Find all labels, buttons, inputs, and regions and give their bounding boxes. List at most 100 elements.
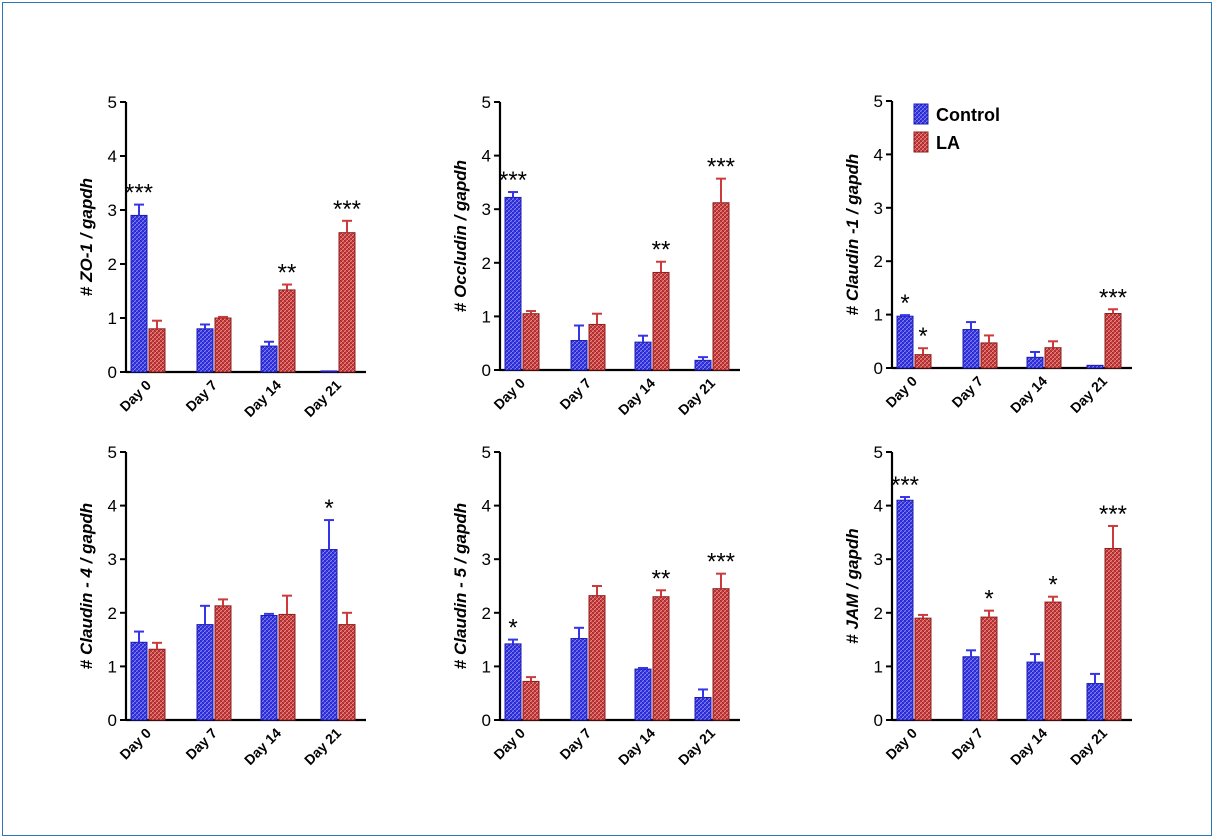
significance-marker: * <box>984 586 993 613</box>
bar-control <box>196 328 214 373</box>
y-axis-label-suffix: / gapdh <box>77 503 96 568</box>
y-tick-label: 0 <box>874 711 883 730</box>
y-axis-label-gene: Claudin - 4 <box>77 568 96 655</box>
y-tick-label: 5 <box>482 443 491 462</box>
y-tick-label: 0 <box>482 711 491 730</box>
legend: Control LA <box>913 103 1000 153</box>
x-tick-label: Day 7 <box>182 725 220 763</box>
x-tick-label: Day 0 <box>490 725 528 763</box>
y-axis-label: # Claudin -1 / gapdh <box>843 154 862 316</box>
y-tick-label: 2 <box>874 604 883 623</box>
significance-marker: ** <box>652 565 671 592</box>
y-tick-label: 5 <box>874 92 883 111</box>
y-tick-label: 4 <box>482 147 491 166</box>
chart-panel-3: 0 1 2 3 4 5 # Claudin - 4 / gapdh Day 0 Day 7 Day… <box>77 443 366 768</box>
x-tick-label: Day 21 <box>675 725 718 768</box>
y-tick-label: 3 <box>108 550 117 569</box>
y-tick-label: 2 <box>874 252 883 271</box>
significance-marker: *** <box>125 180 153 207</box>
bar-la <box>652 271 670 371</box>
significance-marker: *** <box>707 549 735 576</box>
significance-marker: *** <box>1099 501 1127 528</box>
bar-la <box>1044 601 1062 721</box>
x-tick-label: Day 14 <box>1007 725 1050 768</box>
bar-la <box>588 595 606 721</box>
y-axis-label: # ZO-1 / gapdh <box>77 178 96 296</box>
x-tick-label: Day 21 <box>675 375 718 418</box>
significance-marker: * <box>900 290 909 317</box>
y-tick-label: 4 <box>874 145 883 164</box>
y-tick-label: 0 <box>482 361 491 380</box>
significance-marker: ** <box>652 237 671 264</box>
y-axis-label: # Claudin - 4 / gapdh <box>77 503 96 669</box>
x-tick-label: Day 0 <box>116 725 154 763</box>
bar-control <box>130 641 148 721</box>
y-tick-label: 1 <box>874 657 883 676</box>
y-axis-label: # Claudin - 5 / gapdh <box>451 503 470 669</box>
y-axis-label-prefix: # <box>77 655 96 669</box>
bar-control <box>504 643 522 721</box>
bar-la <box>1104 547 1122 721</box>
bar-la <box>914 354 932 369</box>
y-tick-label: 4 <box>482 497 491 516</box>
y-tick-label: 1 <box>108 309 117 328</box>
y-axis-label-gene: Claudin - 5 <box>451 568 470 655</box>
significance-marker: *** <box>333 196 361 223</box>
y-axis-label-gene: ZO-1 <box>77 243 96 283</box>
y-axis-label-suffix: / gapdh <box>77 178 96 243</box>
bar-control <box>504 196 522 371</box>
bar-la <box>914 617 932 721</box>
x-tick-label: Day 0 <box>882 725 920 763</box>
y-tick-label: 2 <box>482 254 491 273</box>
chart-panel-4: 0 1 2 3 4 5 # Claudin - 5 / gapdh Day 0 Day 7 Day… <box>451 443 740 768</box>
bar-control <box>570 340 588 371</box>
y-axis-label-gene: Occludin <box>451 225 470 298</box>
y-axis-label-prefix: # <box>77 282 96 296</box>
y-axis-label-gene: JAM <box>843 593 862 630</box>
x-tick-label: Day 0 <box>116 377 154 415</box>
bar-control <box>260 614 278 721</box>
x-tick-label: Day 21 <box>301 377 344 420</box>
y-tick-label: 3 <box>482 200 491 219</box>
chart-panel-1: 0 1 2 3 4 5 # Occludin / gapdh Day 0 Day 7 Day 14… <box>451 93 740 418</box>
x-tick-label: Day 7 <box>556 375 594 413</box>
bar-control <box>694 359 712 371</box>
y-tick-label: 4 <box>874 497 883 516</box>
y-tick-label: 5 <box>108 443 117 462</box>
x-tick-label: Day 0 <box>490 375 528 413</box>
y-axis-label-prefix: # <box>843 301 862 315</box>
chart-panel-5: 0 1 2 3 4 5 # JAM / gapdh Day 0 Day 7 Day 14 Day 2… <box>843 443 1132 768</box>
bar-control <box>694 696 712 721</box>
y-tick-label: 0 <box>108 711 117 730</box>
y-tick-label: 5 <box>874 443 883 462</box>
bar-la <box>522 313 540 371</box>
y-axis-label-suffix: / gapdh <box>843 528 862 593</box>
y-tick-label: 4 <box>108 497 117 516</box>
y-tick-label: 2 <box>108 255 117 274</box>
y-tick-label: 0 <box>874 359 883 378</box>
bar-la <box>980 342 998 369</box>
y-tick-label: 2 <box>482 604 491 623</box>
y-tick-label: 1 <box>482 657 491 676</box>
x-tick-label: Day 14 <box>615 375 658 418</box>
bar-control <box>634 341 652 371</box>
y-axis-label-prefix: # <box>843 629 862 643</box>
bar-control <box>320 370 338 373</box>
bar-la <box>148 328 166 373</box>
x-tick-label: Day 0 <box>882 373 920 411</box>
bar-control <box>962 329 980 369</box>
bar-control <box>570 638 588 721</box>
bar-la <box>214 317 232 373</box>
bar-control <box>1086 683 1104 721</box>
significance-marker: *** <box>499 167 527 194</box>
legend-swatch-la <box>913 131 929 153</box>
y-tick-label: 4 <box>108 147 117 166</box>
y-tick-label: 2 <box>108 604 117 623</box>
y-axis-label-gene: Claudin -1 <box>843 219 862 301</box>
x-tick-label: Day 7 <box>182 377 220 415</box>
significance-marker: * <box>918 323 927 350</box>
bar-la <box>1044 347 1062 369</box>
x-tick-label: Day 14 <box>1007 373 1050 416</box>
y-tick-label: 3 <box>874 550 883 569</box>
significance-marker: * <box>1048 572 1057 599</box>
